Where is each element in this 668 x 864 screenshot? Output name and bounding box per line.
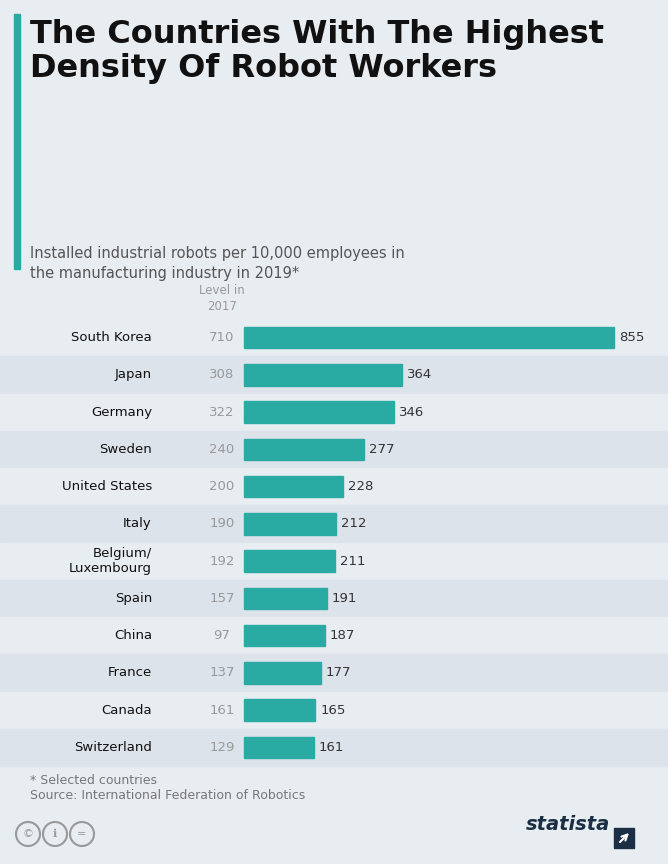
Text: Sweden: Sweden xyxy=(100,443,152,456)
Text: 228: 228 xyxy=(347,480,373,493)
Bar xyxy=(244,327,614,348)
Bar xyxy=(14,14,20,269)
Bar xyxy=(614,828,634,848)
Text: 157: 157 xyxy=(209,592,234,605)
Text: 240: 240 xyxy=(209,443,234,456)
Bar xyxy=(244,364,401,385)
Text: 710: 710 xyxy=(209,331,234,344)
Text: The Countries With The Highest: The Countries With The Highest xyxy=(30,19,604,50)
Text: 211: 211 xyxy=(340,555,366,568)
Text: =: = xyxy=(77,829,87,839)
Text: 364: 364 xyxy=(407,368,432,381)
Text: 161: 161 xyxy=(319,740,344,754)
Text: 855: 855 xyxy=(619,331,645,344)
Text: 192: 192 xyxy=(209,555,234,568)
Text: Italy: Italy xyxy=(124,518,152,530)
Text: 161: 161 xyxy=(209,703,234,716)
Text: Spain: Spain xyxy=(115,592,152,605)
Bar xyxy=(0,468,668,505)
Text: 308: 308 xyxy=(209,368,234,381)
Text: 322: 322 xyxy=(209,405,234,419)
Bar xyxy=(244,662,321,683)
Text: United States: United States xyxy=(61,480,152,493)
Text: Density Of Robot Workers: Density Of Robot Workers xyxy=(30,53,497,84)
Bar xyxy=(0,505,668,543)
Bar xyxy=(244,588,327,609)
Text: Level in
2017: Level in 2017 xyxy=(199,284,245,313)
Text: Germany: Germany xyxy=(91,405,152,419)
Bar xyxy=(244,439,364,461)
Bar xyxy=(244,513,336,535)
Bar xyxy=(0,393,668,431)
Bar xyxy=(0,654,668,691)
Text: 165: 165 xyxy=(321,703,346,716)
Bar xyxy=(0,319,668,356)
Text: 137: 137 xyxy=(209,666,234,679)
Bar xyxy=(0,580,668,617)
Bar xyxy=(244,699,315,721)
Text: Installed industrial robots per 10,000 employees in
the manufacturing industry i: Installed industrial robots per 10,000 e… xyxy=(30,246,405,282)
Text: ℹ: ℹ xyxy=(53,829,57,839)
Text: Belgium/
Luxembourg: Belgium/ Luxembourg xyxy=(69,547,152,575)
Bar xyxy=(244,476,343,498)
Text: Canada: Canada xyxy=(102,703,152,716)
Bar xyxy=(244,550,335,572)
Text: statista: statista xyxy=(526,815,610,834)
Text: Switzerland: Switzerland xyxy=(74,740,152,754)
Bar xyxy=(0,691,668,728)
Text: France: France xyxy=(108,666,152,679)
Text: 190: 190 xyxy=(209,518,234,530)
Bar xyxy=(244,401,393,422)
Bar xyxy=(244,625,325,646)
Text: 200: 200 xyxy=(209,480,234,493)
Text: 129: 129 xyxy=(209,740,234,754)
Text: 212: 212 xyxy=(341,518,366,530)
Bar xyxy=(0,356,668,393)
Text: 187: 187 xyxy=(330,629,355,642)
Text: China: China xyxy=(114,629,152,642)
Text: 177: 177 xyxy=(325,666,351,679)
Text: Source: International Federation of Robotics: Source: International Federation of Robo… xyxy=(30,789,305,802)
Text: 346: 346 xyxy=(399,405,424,419)
Bar xyxy=(0,431,668,468)
Bar xyxy=(244,737,314,759)
Text: South Korea: South Korea xyxy=(71,331,152,344)
Bar xyxy=(0,543,668,580)
Bar xyxy=(0,617,668,654)
Text: 97: 97 xyxy=(214,629,230,642)
Text: 191: 191 xyxy=(331,592,357,605)
Text: ©: © xyxy=(23,829,33,839)
Text: * Selected countries: * Selected countries xyxy=(30,774,157,787)
Bar xyxy=(0,728,668,766)
Text: Japan: Japan xyxy=(115,368,152,381)
Text: 277: 277 xyxy=(369,443,394,456)
